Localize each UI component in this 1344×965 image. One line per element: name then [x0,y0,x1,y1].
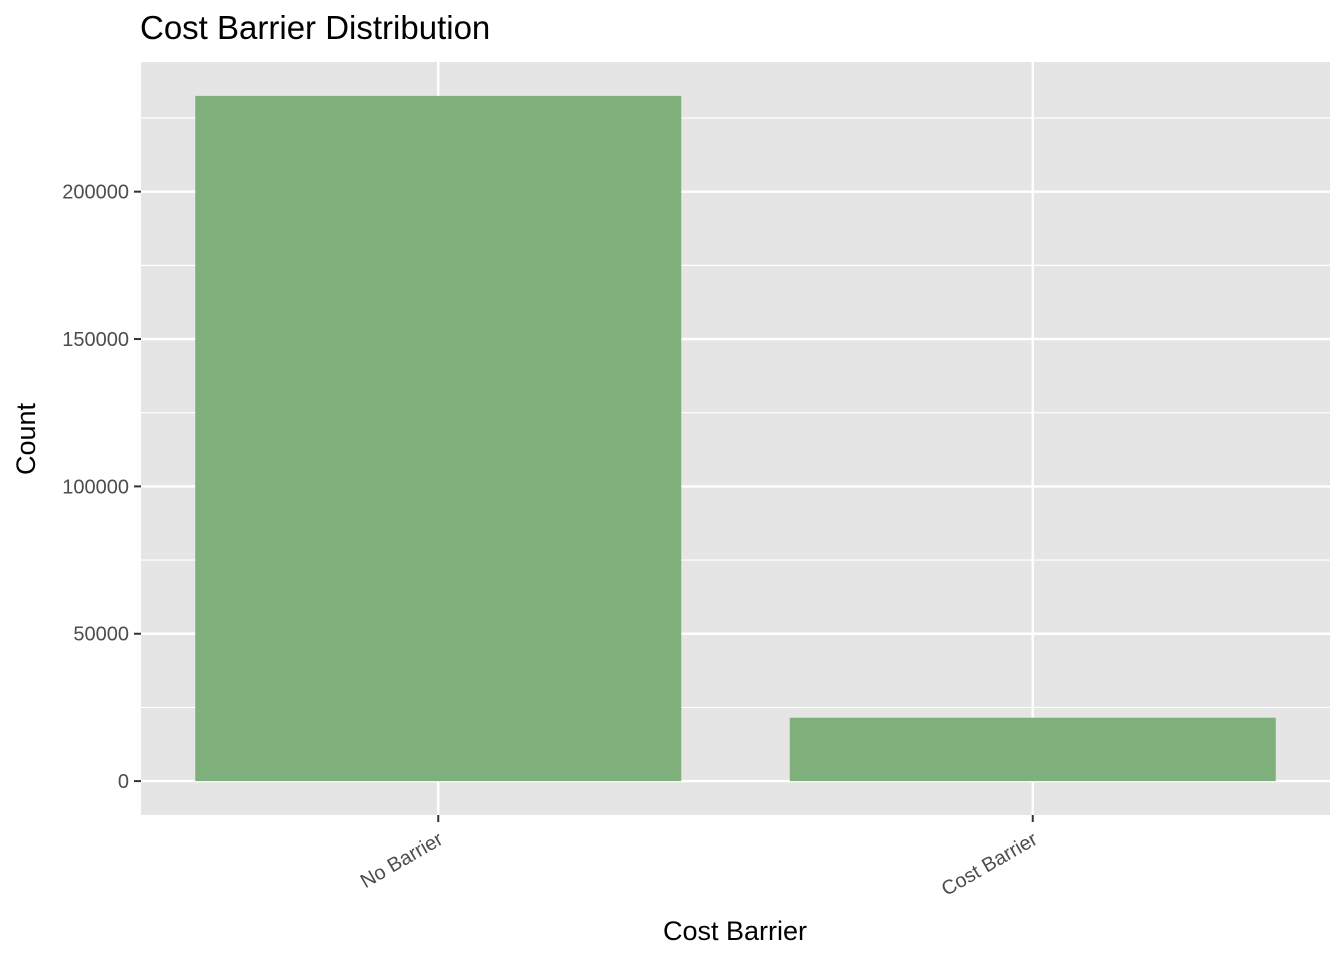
x-tick-label: No Barrier [357,828,447,893]
x-axis-title: Cost Barrier [663,916,807,946]
y-axis-title: Count [11,402,41,475]
y-tick-label: 100000 [62,476,129,498]
bars [195,95,1276,782]
y-axis: 0 50000 100000 150000 200000 [62,182,141,793]
bar-no-barrier [195,95,682,782]
bar-cost-barrier [789,717,1276,782]
y-tick-label: 0 [118,771,129,793]
x-axis: No Barrier Cost Barrier [357,815,1042,901]
y-tick-label: 200000 [62,182,129,204]
y-tick-label: 50000 [73,624,129,646]
chart-title: Cost Barrier Distribution [140,9,490,46]
y-tick-label: 150000 [62,329,129,351]
x-tick-label: Cost Barrier [938,828,1042,901]
